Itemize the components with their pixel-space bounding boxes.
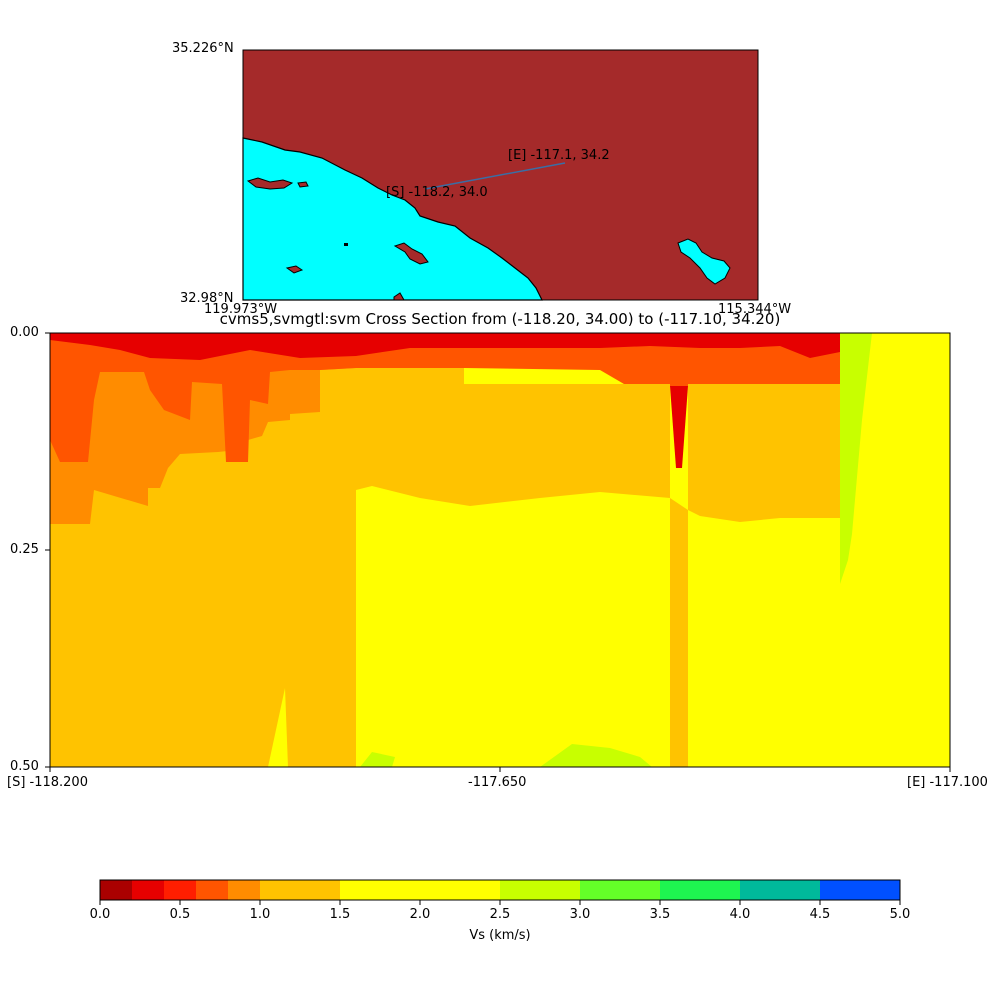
colorbar-bin xyxy=(580,880,660,900)
colorbar-bin xyxy=(196,880,228,900)
colorbar-tick-label: 0.0 xyxy=(89,907,111,922)
colorbar-tick-label: 2.5 xyxy=(489,907,511,922)
map-lat-bottom-label: 32.98°N xyxy=(180,291,234,306)
colorbar-tick-label: 5.0 xyxy=(889,907,911,922)
colorbar-tick-label: 3.0 xyxy=(569,907,591,922)
map-lon-left-label: 119.973°W xyxy=(204,302,278,317)
vs-region-green-right xyxy=(840,333,872,584)
cross-section-panel xyxy=(45,332,951,772)
colorbar-bin xyxy=(132,880,164,900)
x-tick-marks xyxy=(49,767,951,772)
vs-region-orange-mid xyxy=(356,368,840,767)
y-tick-marks xyxy=(45,332,50,768)
map-panel xyxy=(242,49,759,301)
island-catalina xyxy=(393,242,429,265)
colorbar-bin xyxy=(100,880,132,900)
island-san-nicolas xyxy=(285,265,304,274)
map-start-point-label: [S] -118.2, 34.0 xyxy=(386,185,488,200)
colorbar-bin xyxy=(228,880,260,900)
vs-region-green-bottom-left xyxy=(360,752,395,767)
island-santa-cruz xyxy=(246,177,294,190)
lake-salton-sea xyxy=(677,238,731,285)
map-lat-top-label: 35.226°N xyxy=(172,41,234,56)
vs-region-red-band xyxy=(670,386,688,468)
colorbar-tick-label: 1.5 xyxy=(329,907,351,922)
colorbar-bin xyxy=(740,880,820,900)
map-lon-right-label: 115.344°W xyxy=(718,302,792,317)
vs-region-amber-left xyxy=(50,333,356,524)
vs-region-red-top xyxy=(50,333,840,462)
y-tick-label: 0.25 xyxy=(10,542,39,557)
colorbar-tick-label: 0.5 xyxy=(169,907,191,922)
map-frame xyxy=(242,49,759,301)
colorbar-bin xyxy=(660,880,740,900)
colorbar-bin xyxy=(260,880,340,900)
map-water xyxy=(242,137,543,301)
colorbar xyxy=(99,879,901,905)
vs-region-deep-red xyxy=(50,333,840,360)
colorbar-tick-label: 1.0 xyxy=(249,907,271,922)
x-tick-label: [E] -117.100 xyxy=(907,775,988,790)
colorbar-tick-label: 4.0 xyxy=(729,907,751,922)
vs-region-green-bottom-mid xyxy=(540,744,652,767)
island-barnacle xyxy=(344,243,348,246)
colorbar-bin xyxy=(164,880,196,900)
colorbar-bin xyxy=(340,880,500,900)
x-tick-label: [S] -118.200 xyxy=(7,775,88,790)
colorbar-label: Vs (km/s) xyxy=(469,928,531,943)
map-end-point-label: [E] -117.1, 34.2 xyxy=(508,148,610,163)
y-tick-label: 0.50 xyxy=(10,759,39,774)
colorbar-bin xyxy=(820,880,900,900)
colorbar-tick-label: 4.5 xyxy=(809,907,831,922)
chart-title: cvms5,svmgtl:svm Cross Section from (-11… xyxy=(219,310,781,328)
colorbar-tick-label: 3.5 xyxy=(649,907,671,922)
x-tick-label: -117.650 xyxy=(468,775,527,790)
island-small-north xyxy=(297,181,309,188)
colorbar-tick-label: 2.0 xyxy=(409,907,431,922)
colorbar-bin xyxy=(500,880,580,900)
y-tick-label: 0.00 xyxy=(10,325,39,340)
cross-section-line xyxy=(424,162,566,190)
